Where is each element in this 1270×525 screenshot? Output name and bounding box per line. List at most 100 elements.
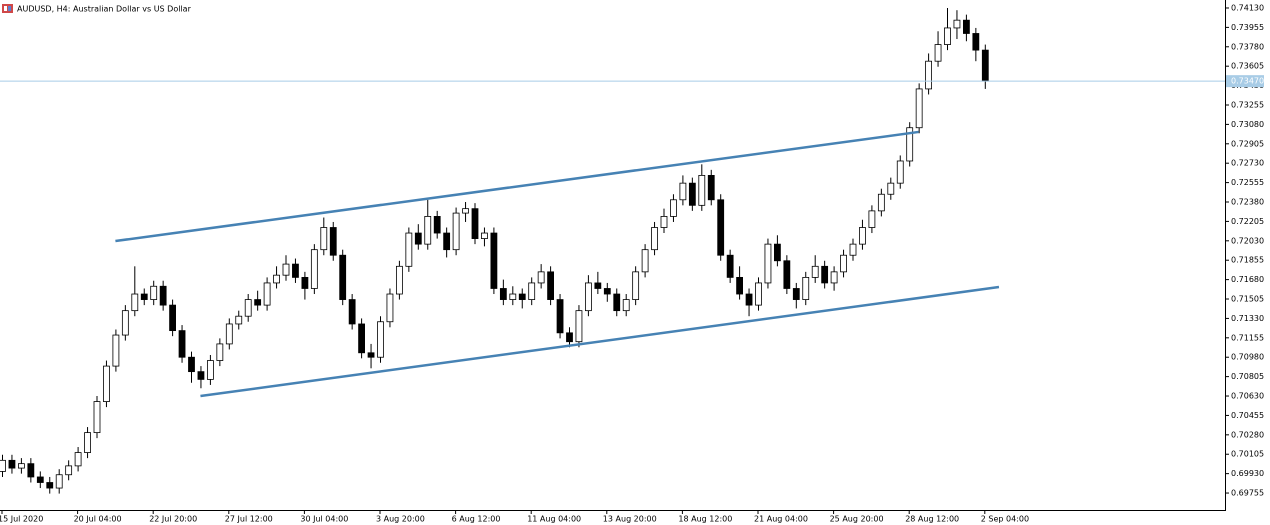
trend-line (200, 285, 1000, 398)
y-tick-label: 0.72030 (1231, 236, 1264, 245)
candle-body (840, 254, 847, 273)
x-tick-label: 28 Aug 12:00 (905, 515, 959, 524)
candle-body (481, 232, 488, 239)
candle-body (273, 274, 280, 284)
candle-body (764, 243, 772, 284)
candle-body (178, 330, 186, 358)
candle-body (433, 216, 441, 234)
candle-body (188, 356, 195, 373)
y-tick-label: 0.74130 (1231, 3, 1264, 12)
candle-body (509, 293, 517, 300)
candle-body (367, 352, 375, 358)
candle-body (0, 459, 6, 472)
candle-body (74, 452, 82, 467)
candle-body (915, 88, 923, 129)
candle-body (896, 160, 904, 184)
candle-body (197, 371, 205, 380)
candle-body (566, 332, 573, 343)
y-tick-label: 0.72905 (1231, 139, 1264, 148)
y-tick-label: 0.70630 (1231, 392, 1264, 401)
candle-body (414, 232, 422, 245)
candle-body (963, 19, 970, 34)
candle-body (707, 174, 715, 201)
y-tick-label: 0.70980 (1231, 353, 1264, 362)
candle-body (301, 276, 309, 289)
y-tick-label: 0.71505 (1231, 295, 1264, 304)
candle-body (887, 182, 895, 195)
candle-body (339, 254, 347, 300)
candle-body (235, 315, 243, 325)
candle-body (405, 232, 413, 267)
candle-body (499, 288, 507, 300)
candle-body (802, 276, 810, 300)
candle-body (528, 282, 536, 300)
y-tick-label: 0.71855 (1231, 256, 1264, 265)
x-tick-label: 25 Aug 20:00 (830, 515, 884, 524)
x-tick-label: 20 Jul 04:00 (74, 515, 122, 524)
y-tick-label: 0.70105 (1231, 450, 1264, 459)
candle-body (651, 227, 658, 251)
y-tick-label: 0.70805 (1231, 372, 1264, 381)
y-tick-label: 0.70455 (1231, 411, 1264, 420)
candle-body (27, 463, 35, 478)
candle-body (377, 321, 384, 358)
candle-body (358, 323, 366, 354)
candle-body (717, 199, 725, 256)
candle-body (726, 254, 734, 278)
x-tick-label: 6 Aug 12:00 (452, 515, 501, 524)
last-price-label: 0.73470 (1231, 77, 1264, 86)
candle-body (821, 265, 829, 284)
candle-body (348, 299, 356, 325)
candle-body (17, 463, 25, 469)
candle-body (8, 459, 16, 469)
y-tick-label: 0.71155 (1231, 333, 1264, 342)
candle-body (225, 323, 233, 345)
trend-line (115, 130, 919, 243)
candle-body (159, 285, 167, 306)
candle-body (849, 243, 857, 256)
candle-body (679, 182, 687, 201)
candle-body (944, 27, 951, 45)
candle-body (556, 299, 564, 334)
candle-body (622, 299, 630, 312)
candle-body (263, 282, 271, 306)
candle-body (868, 210, 876, 228)
y-tick-label: 0.69930 (1231, 469, 1264, 478)
candle-body (112, 334, 120, 367)
candle-body (216, 343, 224, 361)
candle-body (603, 288, 611, 295)
candle-body (613, 293, 621, 312)
y-tick-label: 0.72380 (1231, 198, 1264, 207)
x-tick-label: 2 Sep 04:00 (981, 515, 1029, 524)
x-tick-label: 27 Jul 12:00 (225, 515, 273, 524)
candle-body (424, 216, 432, 245)
candle-body (310, 249, 318, 289)
y-tick-label: 0.72205 (1231, 217, 1264, 226)
candle-body (755, 282, 762, 306)
candle-body (670, 199, 677, 217)
x-tick-label: 15 Jul 2020 (0, 515, 43, 524)
candle-body (395, 265, 403, 295)
candle-body (103, 365, 110, 402)
x-tick-label: 22 Jul 20:00 (149, 515, 197, 524)
candle-body (292, 263, 299, 278)
icon (8, 6, 11, 11)
candle-body (490, 232, 498, 289)
candle-body (641, 249, 649, 273)
candle-body (953, 19, 961, 29)
candle-body (55, 474, 63, 489)
candle-body (93, 401, 101, 434)
candle-body (462, 208, 469, 214)
candle-body (150, 285, 158, 300)
y-tick-label: 0.73080 (1231, 120, 1264, 129)
y-tick-label: 0.72730 (1231, 159, 1264, 168)
candle-body (452, 212, 460, 251)
candle-body (471, 208, 479, 239)
y-tick-label: 0.73955 (1231, 23, 1264, 32)
candle-body (206, 360, 214, 380)
candle-body (792, 288, 800, 300)
icon (2, 4, 13, 13)
